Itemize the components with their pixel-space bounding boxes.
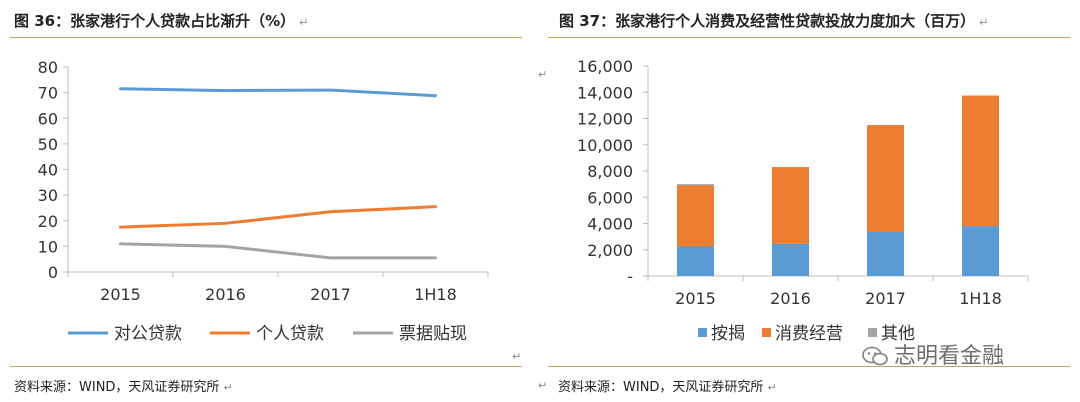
series-line-0	[119, 87, 437, 98]
legend-swatch	[762, 328, 771, 337]
y-tick-label: 60	[38, 109, 58, 128]
right-figure-title: 图 37：张家港行个人消费及经营性贷款投放力度加大（百万） ↵	[559, 10, 988, 31]
right-figure-title-text: 图 37：张家港行个人消费及经营性贷款投放力度加大（百万）	[559, 12, 976, 30]
series-line-1	[119, 205, 437, 229]
legend-swatch	[868, 328, 877, 337]
legend-label: 个人贷款	[256, 324, 324, 344]
right-source: 资料来源：WIND，天风证券研究所 ↵	[558, 376, 777, 395]
x-tick-label: 2015	[100, 285, 141, 304]
right-source-text: 资料来源：WIND，天风证券研究所	[558, 380, 764, 395]
paragraph-mark: ↵	[512, 350, 522, 363]
left-figure-title-text: 图 36：张家港行个人贷款占比渐升（%）	[14, 12, 296, 30]
x-tick-label: 2015	[675, 289, 716, 308]
x-tick-label: 2016	[205, 285, 246, 304]
legend-swatch	[698, 328, 707, 337]
y-tick-label: 16,000	[577, 57, 633, 76]
bar-segment-0	[962, 226, 999, 276]
x-tick-label: 2016	[770, 289, 811, 308]
watermark-text: 志明看金融	[894, 344, 1005, 369]
bar-segment-0	[867, 232, 904, 276]
paragraph-mark: ↵	[979, 16, 989, 29]
y-tick-label: -	[627, 267, 633, 286]
y-tick-label: 2,000	[587, 241, 633, 260]
paragraph-mark: ↵	[538, 68, 548, 81]
watermark: 志明看金融	[862, 338, 1004, 370]
legend-label: 对公贷款	[114, 324, 182, 344]
y-tick-label: 10,000	[577, 136, 633, 155]
paragraph-mark: ↵	[538, 379, 548, 392]
left-source: 资料来源：WIND，天风证券研究所 ↵	[14, 376, 233, 395]
paragraph-mark: ↵	[299, 16, 309, 29]
left-title-rule	[10, 37, 522, 38]
stacked-bar-chart: - 2,000 4,000 6,000 8,000 10,000 12,000 14,000 1…	[577, 57, 1029, 344]
left-source-text: 资料来源：WIND，天风证券研究所	[14, 380, 220, 395]
left-figure-title: 图 36：张家港行个人贷款占比渐升（%） ↵	[14, 10, 308, 31]
y-tick-label: 0	[48, 263, 58, 282]
bar-segment-0	[772, 243, 809, 276]
y-tick-label: 20	[38, 212, 58, 231]
y-tick-label: 12,000	[577, 110, 633, 129]
bar-segment-1	[677, 185, 714, 247]
bar-segment-1	[772, 167, 809, 244]
y-tick-label: 50	[38, 135, 58, 154]
paragraph-mark: ↵	[767, 381, 777, 394]
line-chart: 0 10 20 30 40 50 60 70 80 2015 2016 2017 1H18 对公贷款 个人贷…	[38, 58, 489, 344]
bar-segment-1	[867, 125, 904, 233]
y-tick-label: 8,000	[587, 162, 633, 181]
x-tick-label: 2017	[310, 285, 351, 304]
series-line-2	[119, 242, 437, 260]
x-tick-label: 1H18	[414, 285, 457, 304]
y-tick-label: 6,000	[587, 188, 633, 207]
left-source-rule	[10, 366, 522, 367]
y-tick-label: 40	[38, 161, 58, 180]
y-tick-label: 80	[38, 58, 58, 77]
legend-label: 按揭	[711, 324, 745, 344]
legend-label: 消费经营	[775, 324, 843, 344]
x-tick-label: 2017	[865, 289, 906, 308]
wechat-icon	[862, 346, 888, 366]
paragraph-mark: ↵	[223, 381, 233, 394]
y-tick-label: 30	[38, 186, 58, 205]
y-tick-label: 70	[38, 84, 58, 103]
x-tick-label: 1H18	[959, 289, 1002, 308]
right-source-rule	[548, 366, 1070, 367]
bar-segment-2	[677, 184, 714, 186]
legend-label: 票据贴现	[399, 324, 467, 344]
bar-segment-0	[677, 246, 714, 276]
right-title-rule	[548, 37, 1070, 38]
y-tick-label: 10	[38, 237, 58, 256]
y-tick-label: 14,000	[577, 83, 633, 102]
legend-label: 其他	[881, 324, 915, 344]
bar-segment-1	[962, 95, 999, 227]
y-tick-label: 4,000	[587, 215, 633, 234]
